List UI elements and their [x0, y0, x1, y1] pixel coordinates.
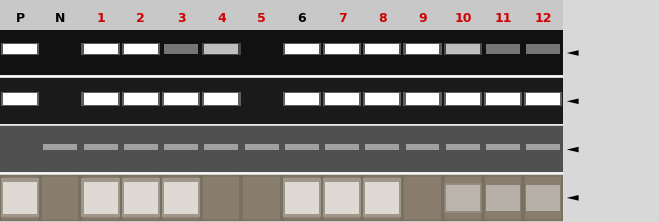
Text: 11: 11	[494, 12, 512, 25]
Text: 1: 1	[96, 12, 105, 25]
Text: 12: 12	[534, 12, 552, 25]
Text: CES: CES	[587, 193, 610, 203]
Text: N: N	[55, 12, 65, 25]
Text: 5: 5	[257, 12, 266, 25]
Text: P: P	[16, 12, 24, 25]
Text: Neo$^R$: Neo$^R$	[587, 93, 617, 110]
Text: cGAPDH: cGAPDH	[587, 145, 637, 155]
Text: 6: 6	[297, 12, 306, 25]
Text: 4: 4	[217, 12, 226, 25]
Text: 10: 10	[454, 12, 472, 25]
Text: 9: 9	[418, 12, 427, 25]
Text: 8: 8	[378, 12, 387, 25]
Text: 7: 7	[337, 12, 347, 25]
Text: hEPO: hEPO	[587, 48, 619, 58]
Text: 2: 2	[136, 12, 145, 25]
Text: 3: 3	[177, 12, 185, 25]
